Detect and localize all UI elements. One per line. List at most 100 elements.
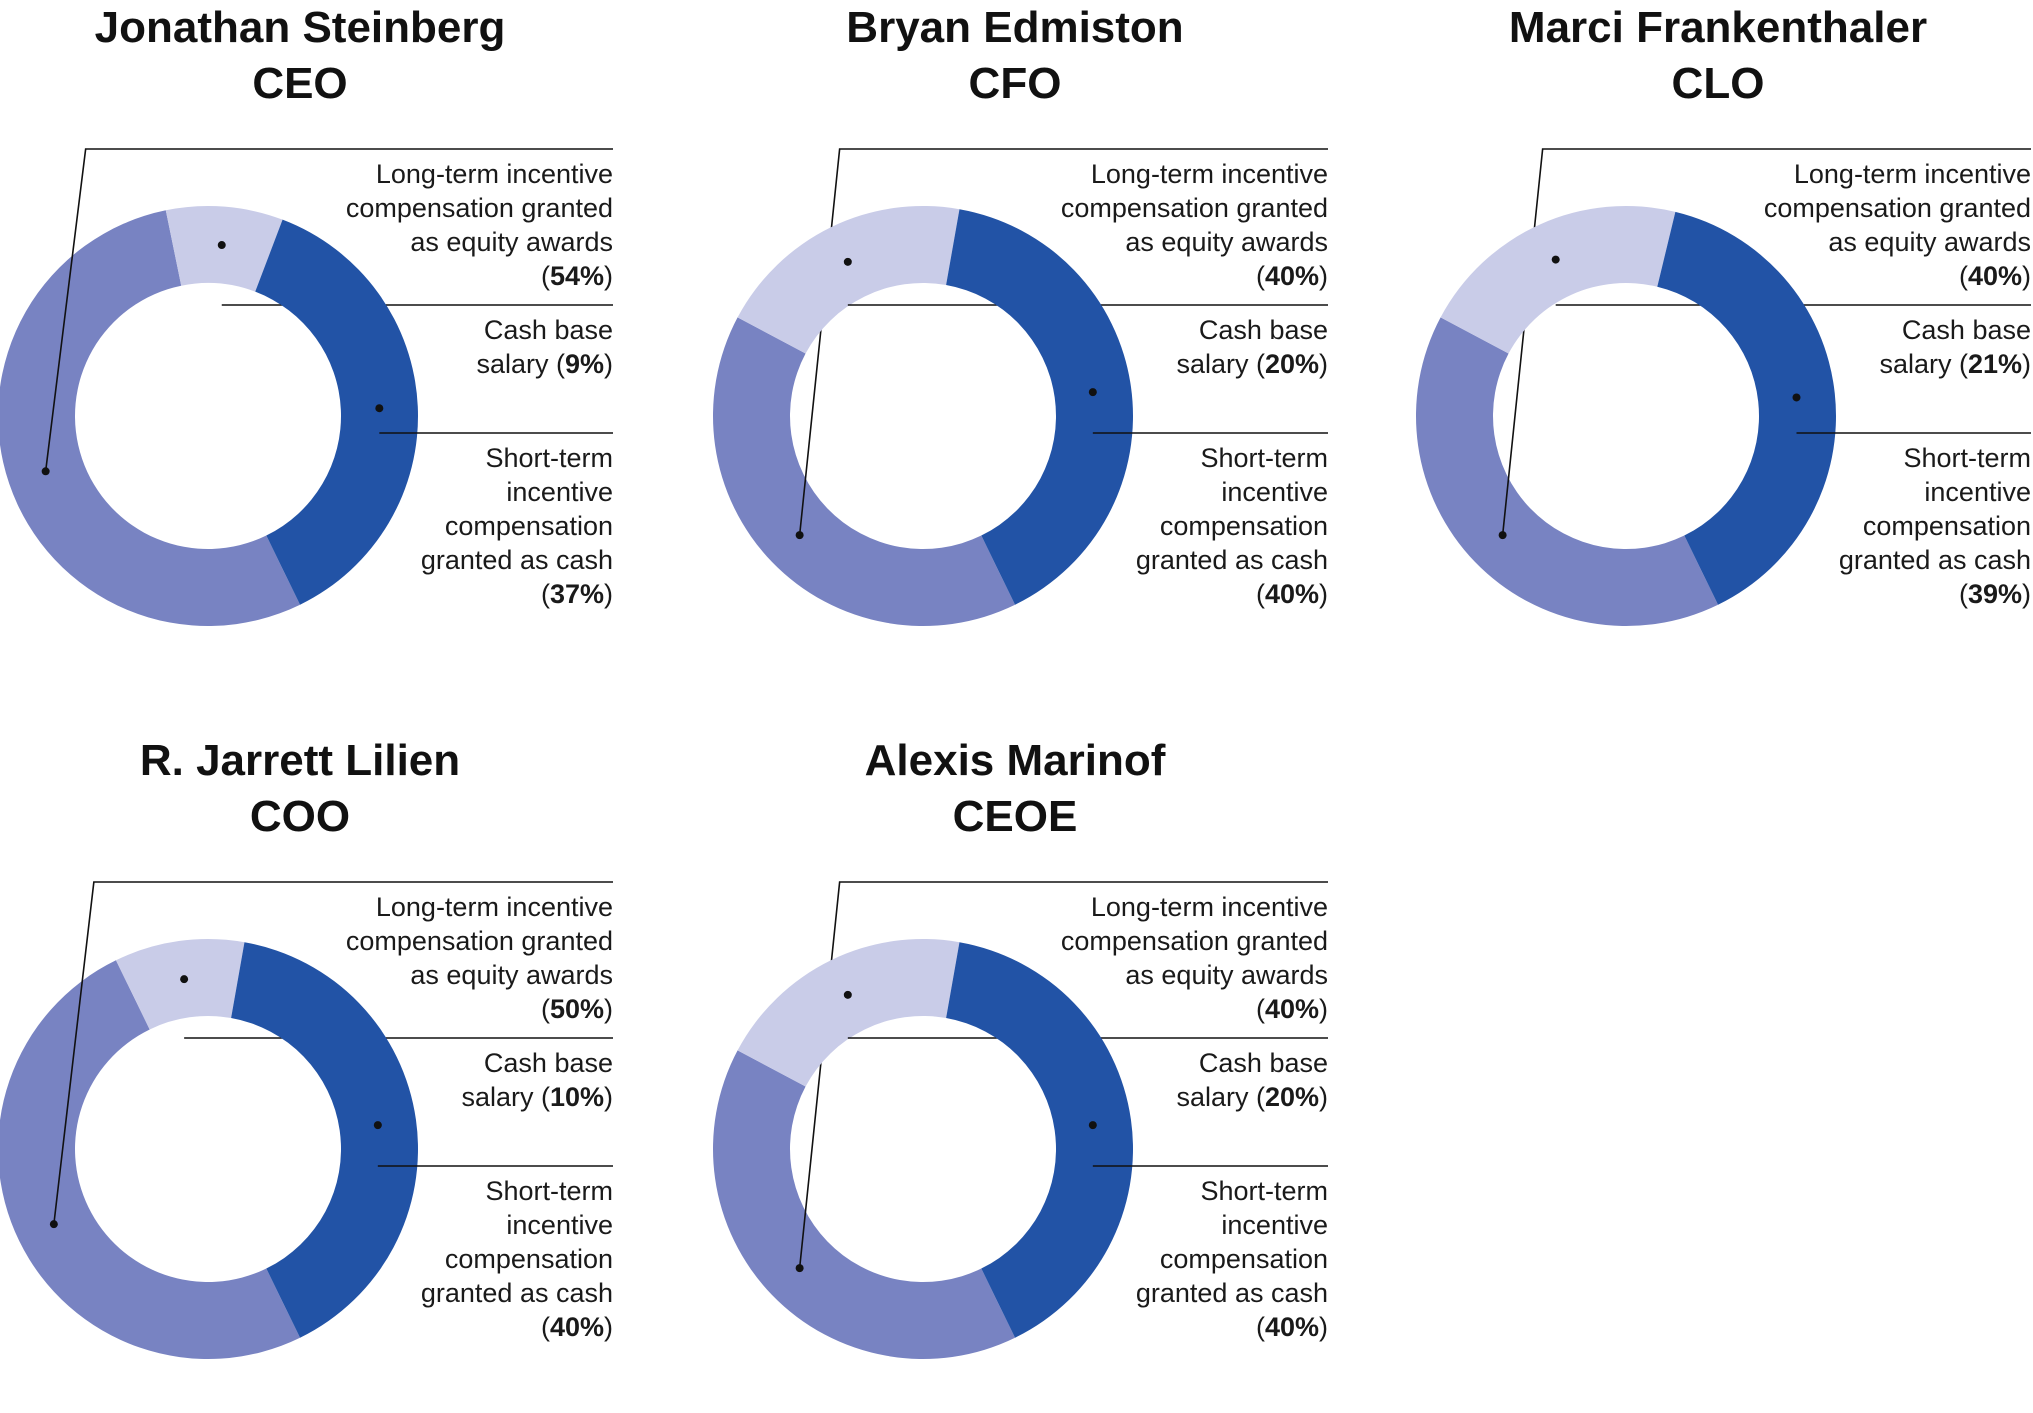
- chart-panel-lilien: R. Jarrett Lilien COO Long-term incentiv…: [0, 733, 680, 1413]
- label-line: compensation: [444, 511, 613, 541]
- chart-title: Jonathan Steinberg CEO: [20, 0, 580, 112]
- label-line: Long-term incentive: [375, 159, 613, 189]
- slice-value: 40%: [1264, 994, 1319, 1024]
- chart-title: Alexis Marinof CEOE: [735, 733, 1295, 845]
- donut-chart: [0, 881, 613, 1359]
- label-line: granted as cash: [1838, 545, 2031, 575]
- label-line: (50%): [540, 994, 613, 1024]
- slice-value: 9%: [564, 349, 604, 379]
- label-line: salary (20%): [1176, 349, 1328, 379]
- slice-label-salary: Cash base salary (20%): [1176, 313, 1328, 381]
- label-line: (37%): [540, 579, 613, 609]
- label-line: (54%): [540, 261, 613, 291]
- slice-value: 21%: [1967, 349, 2022, 379]
- slice-value: 39%: [1967, 579, 2022, 609]
- slice-label-cash: Short-term incentive compensation granted a…: [1839, 441, 2031, 611]
- executive-role: COO: [249, 792, 351, 841]
- label-line: incentive: [1924, 477, 2031, 507]
- chart-title: Bryan Edmiston CFO: [735, 0, 1295, 112]
- donut-slice-salary: [115, 939, 245, 1030]
- donut-slice-cash: [255, 219, 419, 605]
- slice-value: 20%: [1264, 349, 1319, 379]
- donut-slice-salary: [1440, 205, 1676, 354]
- label-line: Short-term: [1903, 443, 2031, 473]
- donut-slice-equity: [712, 317, 1016, 627]
- label-line: granted as cash: [1135, 1278, 1328, 1308]
- slice-label-equity: Long-term incentive compensation granted a…: [346, 157, 613, 293]
- label-line: granted as cash: [1135, 545, 1328, 575]
- donut-slice-cash: [231, 942, 419, 1338]
- slice-label-salary: Cash base salary (9%): [476, 313, 613, 381]
- slice-value: 40%: [1967, 261, 2022, 291]
- slice-label-cash: Short-term incentive compensation granted a…: [421, 441, 613, 611]
- leader-line-equity: [798, 148, 1328, 536]
- slice-label-salary: Cash base salary (20%): [1176, 1046, 1328, 1114]
- slice-label-cash: Short-term incentive compensation granted a…: [1136, 441, 1328, 611]
- executive-role: CLO: [1671, 59, 1765, 108]
- donut-slice-equity: [712, 1050, 1016, 1360]
- label-line: (40%): [1958, 261, 2031, 291]
- slice-value: 20%: [1264, 1082, 1319, 1112]
- label-line: granted as cash: [420, 1278, 613, 1308]
- executive-role: CFO: [968, 59, 1062, 108]
- donut-slice-equity: [0, 210, 301, 626]
- executive-name: Bryan Edmiston: [846, 3, 1184, 52]
- chart-panel-edmiston: Bryan Edmiston CFO Long-term incentive co…: [712, 0, 1395, 680]
- executive-name: Marci Frankenthaler: [1508, 3, 1928, 52]
- executive-name: Alexis Marinof: [864, 736, 1166, 785]
- executive-name: Jonathan Steinberg: [94, 3, 506, 52]
- executive-name: R. Jarrett Lilien: [139, 736, 461, 785]
- donut-chart: [712, 881, 1328, 1360]
- label-line: granted as cash: [420, 545, 613, 575]
- label-line: as equity awards: [1125, 960, 1328, 990]
- executive-role: CEO: [252, 59, 348, 108]
- slice-value: 37%: [549, 579, 604, 609]
- label-line: compensation: [1862, 511, 2031, 541]
- leader-dot-cash: [1088, 388, 1097, 397]
- donut-chart: [0, 148, 613, 626]
- label-line: compensation granted: [345, 193, 613, 223]
- donut-slice-equity: [0, 960, 301, 1359]
- label-line: salary (10%): [461, 1082, 613, 1112]
- label-line: compensation granted: [1060, 926, 1328, 956]
- slice-label-equity: Long-term incentive compensation granted a…: [1061, 157, 1328, 293]
- slice-value: 40%: [549, 1312, 604, 1342]
- label-line: incentive: [1221, 477, 1328, 507]
- label-line: compensation granted: [1763, 193, 2031, 223]
- label-line: Short-term: [1200, 443, 1328, 473]
- leader-dot-cash: [373, 1121, 382, 1130]
- label-line: as equity awards: [1828, 227, 2031, 257]
- leader-dot-cash: [375, 404, 384, 413]
- slice-value: 40%: [1264, 579, 1319, 609]
- label-line: Cash base: [1198, 315, 1328, 345]
- donut-chart: [1416, 148, 2031, 627]
- chart-panel-marinof: Alexis Marinof CEOE Long-term incentive c…: [712, 733, 1395, 1413]
- slice-label-salary: Cash base salary (10%): [461, 1046, 613, 1114]
- donut-slice-equity: [1416, 317, 1719, 627]
- label-line: incentive: [506, 1210, 613, 1240]
- slice-label-salary: Cash base salary (21%): [1879, 313, 2031, 381]
- leader-dot-cash: [1792, 393, 1801, 402]
- label-line: Long-term incentive: [1793, 159, 2031, 189]
- label-line: as equity awards: [410, 227, 613, 257]
- label-line: salary (20%): [1176, 1082, 1328, 1112]
- donut-slice-cash: [1657, 211, 1836, 605]
- slice-value: 54%: [549, 261, 604, 291]
- label-line: (40%): [1255, 1312, 1328, 1342]
- label-line: Cash base: [483, 315, 613, 345]
- leader-dot-salary: [843, 990, 852, 999]
- label-line: salary (9%): [476, 349, 613, 379]
- chart-title: R. Jarrett Lilien COO: [20, 733, 580, 845]
- leader-line-equity: [44, 148, 613, 472]
- label-line: compensation: [444, 1244, 613, 1274]
- label-line: Cash base: [1901, 315, 2031, 345]
- leader-dot-salary: [217, 241, 226, 250]
- slice-value: 50%: [549, 994, 604, 1024]
- label-line: Cash base: [483, 1048, 613, 1078]
- leader-dot-cash: [1088, 1121, 1097, 1130]
- label-line: (40%): [1255, 994, 1328, 1024]
- donut-slice-cash: [946, 209, 1134, 605]
- donut-slice-cash: [946, 942, 1134, 1338]
- donut-slice-salary: [165, 206, 283, 292]
- donut-slice-salary: [737, 939, 960, 1087]
